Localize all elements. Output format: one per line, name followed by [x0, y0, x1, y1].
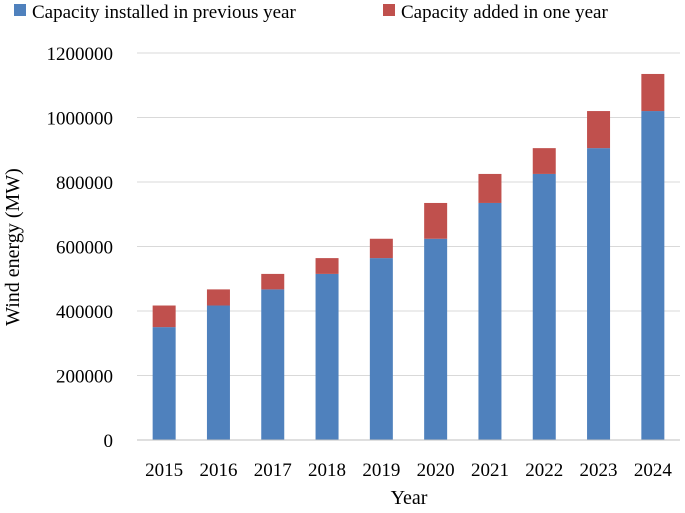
bar-installed-2020 [424, 238, 448, 440]
y-axis-tick-labels: 0 200000 400000 600000 800000 1000000 1200000 [47, 44, 114, 452]
x-tick-label: 2019 [362, 460, 400, 481]
bar-added-2015 [152, 305, 176, 328]
bar-added-2022 [532, 148, 556, 174]
y-tick-label: 200000 [56, 367, 113, 388]
bar-installed-2021 [478, 202, 502, 440]
x-tick-label: 2020 [417, 460, 455, 481]
bar-added-2018 [315, 258, 339, 274]
legend: Capacity installed in previous year Capa… [14, 2, 608, 23]
y-tick-label: 600000 [56, 238, 113, 259]
bar-added-2023 [587, 111, 611, 149]
x-tick-label: 2016 [199, 460, 237, 481]
x-tick-label: 2015 [145, 460, 183, 481]
y-tick-label: 1000000 [47, 109, 114, 130]
bar-added-2017 [261, 273, 285, 290]
y-tick-label: 0 [104, 431, 114, 452]
bar-added-2021 [478, 173, 502, 203]
bar-installed-2023 [587, 148, 611, 440]
x-tick-label: 2024 [634, 460, 673, 481]
y-axis-title: Wind energy (MW) [2, 168, 24, 326]
y-tick-label: 1200000 [47, 44, 114, 65]
bar-installed-2015 [152, 327, 176, 440]
bar-installed-2016 [206, 305, 230, 440]
legend-label-installed: Capacity installed in previous year [32, 2, 296, 23]
bar-installed-2018 [315, 273, 339, 440]
legend-swatch-installed [14, 4, 26, 16]
bars [152, 73, 665, 441]
legend-swatch-added [383, 4, 395, 16]
bar-installed-2022 [532, 173, 556, 440]
legend-label-added: Capacity added in one year [401, 2, 608, 23]
bar-installed-2019 [369, 258, 393, 440]
y-tick-label: 400000 [56, 302, 113, 323]
bar-installed-2024 [641, 111, 665, 441]
y-tick-label: 800000 [56, 173, 113, 194]
bar-added-2020 [424, 202, 448, 239]
bar-added-2019 [369, 238, 393, 259]
x-tick-label: 2018 [308, 460, 346, 481]
x-axis-tick-labels: 2015 2016 2017 2018 2019 2020 2021 2022 2023 2024 [145, 460, 672, 481]
bar-added-2024 [641, 73, 665, 112]
x-tick-label: 2022 [525, 460, 563, 481]
bar-installed-2017 [261, 289, 285, 440]
x-tick-label: 2021 [471, 460, 509, 481]
x-axis-title: Year [391, 487, 428, 509]
x-tick-label: 2017 [254, 460, 292, 481]
bar-added-2016 [206, 289, 230, 306]
x-tick-label: 2023 [580, 460, 618, 481]
